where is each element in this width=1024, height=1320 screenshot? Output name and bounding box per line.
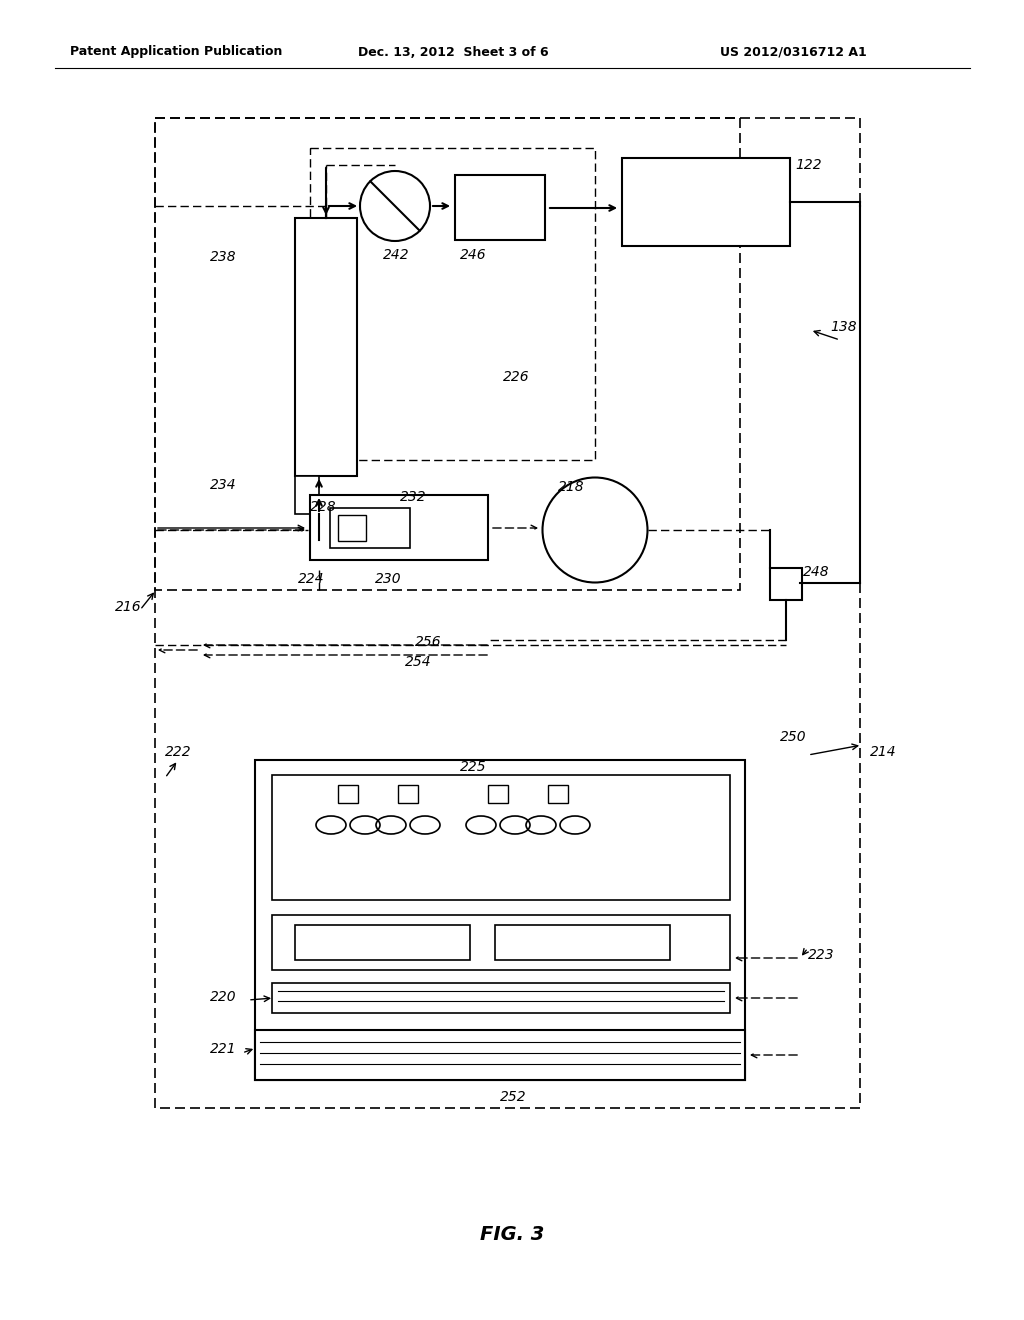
Text: 246: 246	[460, 248, 486, 261]
Text: Dec. 13, 2012  Sheet 3 of 6: Dec. 13, 2012 Sheet 3 of 6	[358, 45, 549, 58]
Text: 225: 225	[460, 760, 486, 774]
Text: 230: 230	[375, 572, 401, 586]
Bar	[310, 148, 595, 459]
Text: 221: 221	[210, 1041, 237, 1056]
Text: 248: 248	[803, 565, 829, 579]
Bar	[310, 495, 488, 560]
Text: 223: 223	[808, 948, 835, 962]
Bar	[455, 176, 545, 240]
Text: 222: 222	[165, 744, 191, 759]
Text: 218: 218	[558, 480, 585, 494]
Text: 216: 216	[115, 601, 141, 614]
Text: US 2012/0316712 A1: US 2012/0316712 A1	[720, 45, 866, 58]
Bar	[255, 1030, 745, 1080]
Text: 224: 224	[298, 572, 325, 586]
Text: 256: 256	[415, 635, 441, 649]
Bar	[770, 568, 802, 601]
Bar	[548, 785, 568, 803]
Bar	[295, 218, 357, 477]
Text: 254: 254	[406, 655, 432, 669]
Bar	[330, 508, 410, 548]
Bar	[338, 785, 358, 803]
Text: 220: 220	[210, 990, 237, 1005]
Text: 234: 234	[210, 478, 237, 492]
Bar	[295, 925, 470, 960]
Bar	[272, 775, 730, 900]
Text: 228: 228	[310, 500, 337, 513]
Bar	[255, 760, 745, 1080]
Bar	[272, 915, 730, 970]
Bar	[295, 477, 319, 513]
Text: 242: 242	[383, 248, 410, 261]
Text: 252: 252	[500, 1090, 526, 1104]
Bar	[622, 158, 790, 246]
Bar	[495, 925, 670, 960]
Bar	[398, 785, 418, 803]
Bar	[338, 515, 366, 541]
Text: FIG. 3: FIG. 3	[480, 1225, 544, 1245]
Text: 214: 214	[870, 744, 897, 759]
Bar	[155, 117, 740, 590]
Text: 138: 138	[830, 319, 857, 334]
Text: 238: 238	[210, 249, 237, 264]
Text: 122: 122	[795, 158, 821, 172]
Bar	[155, 117, 860, 1107]
Text: 232: 232	[400, 490, 427, 504]
Bar	[488, 785, 508, 803]
Text: Patent Application Publication: Patent Application Publication	[70, 45, 283, 58]
Bar	[272, 983, 730, 1012]
Text: 250: 250	[780, 730, 807, 744]
Text: 226: 226	[503, 370, 529, 384]
